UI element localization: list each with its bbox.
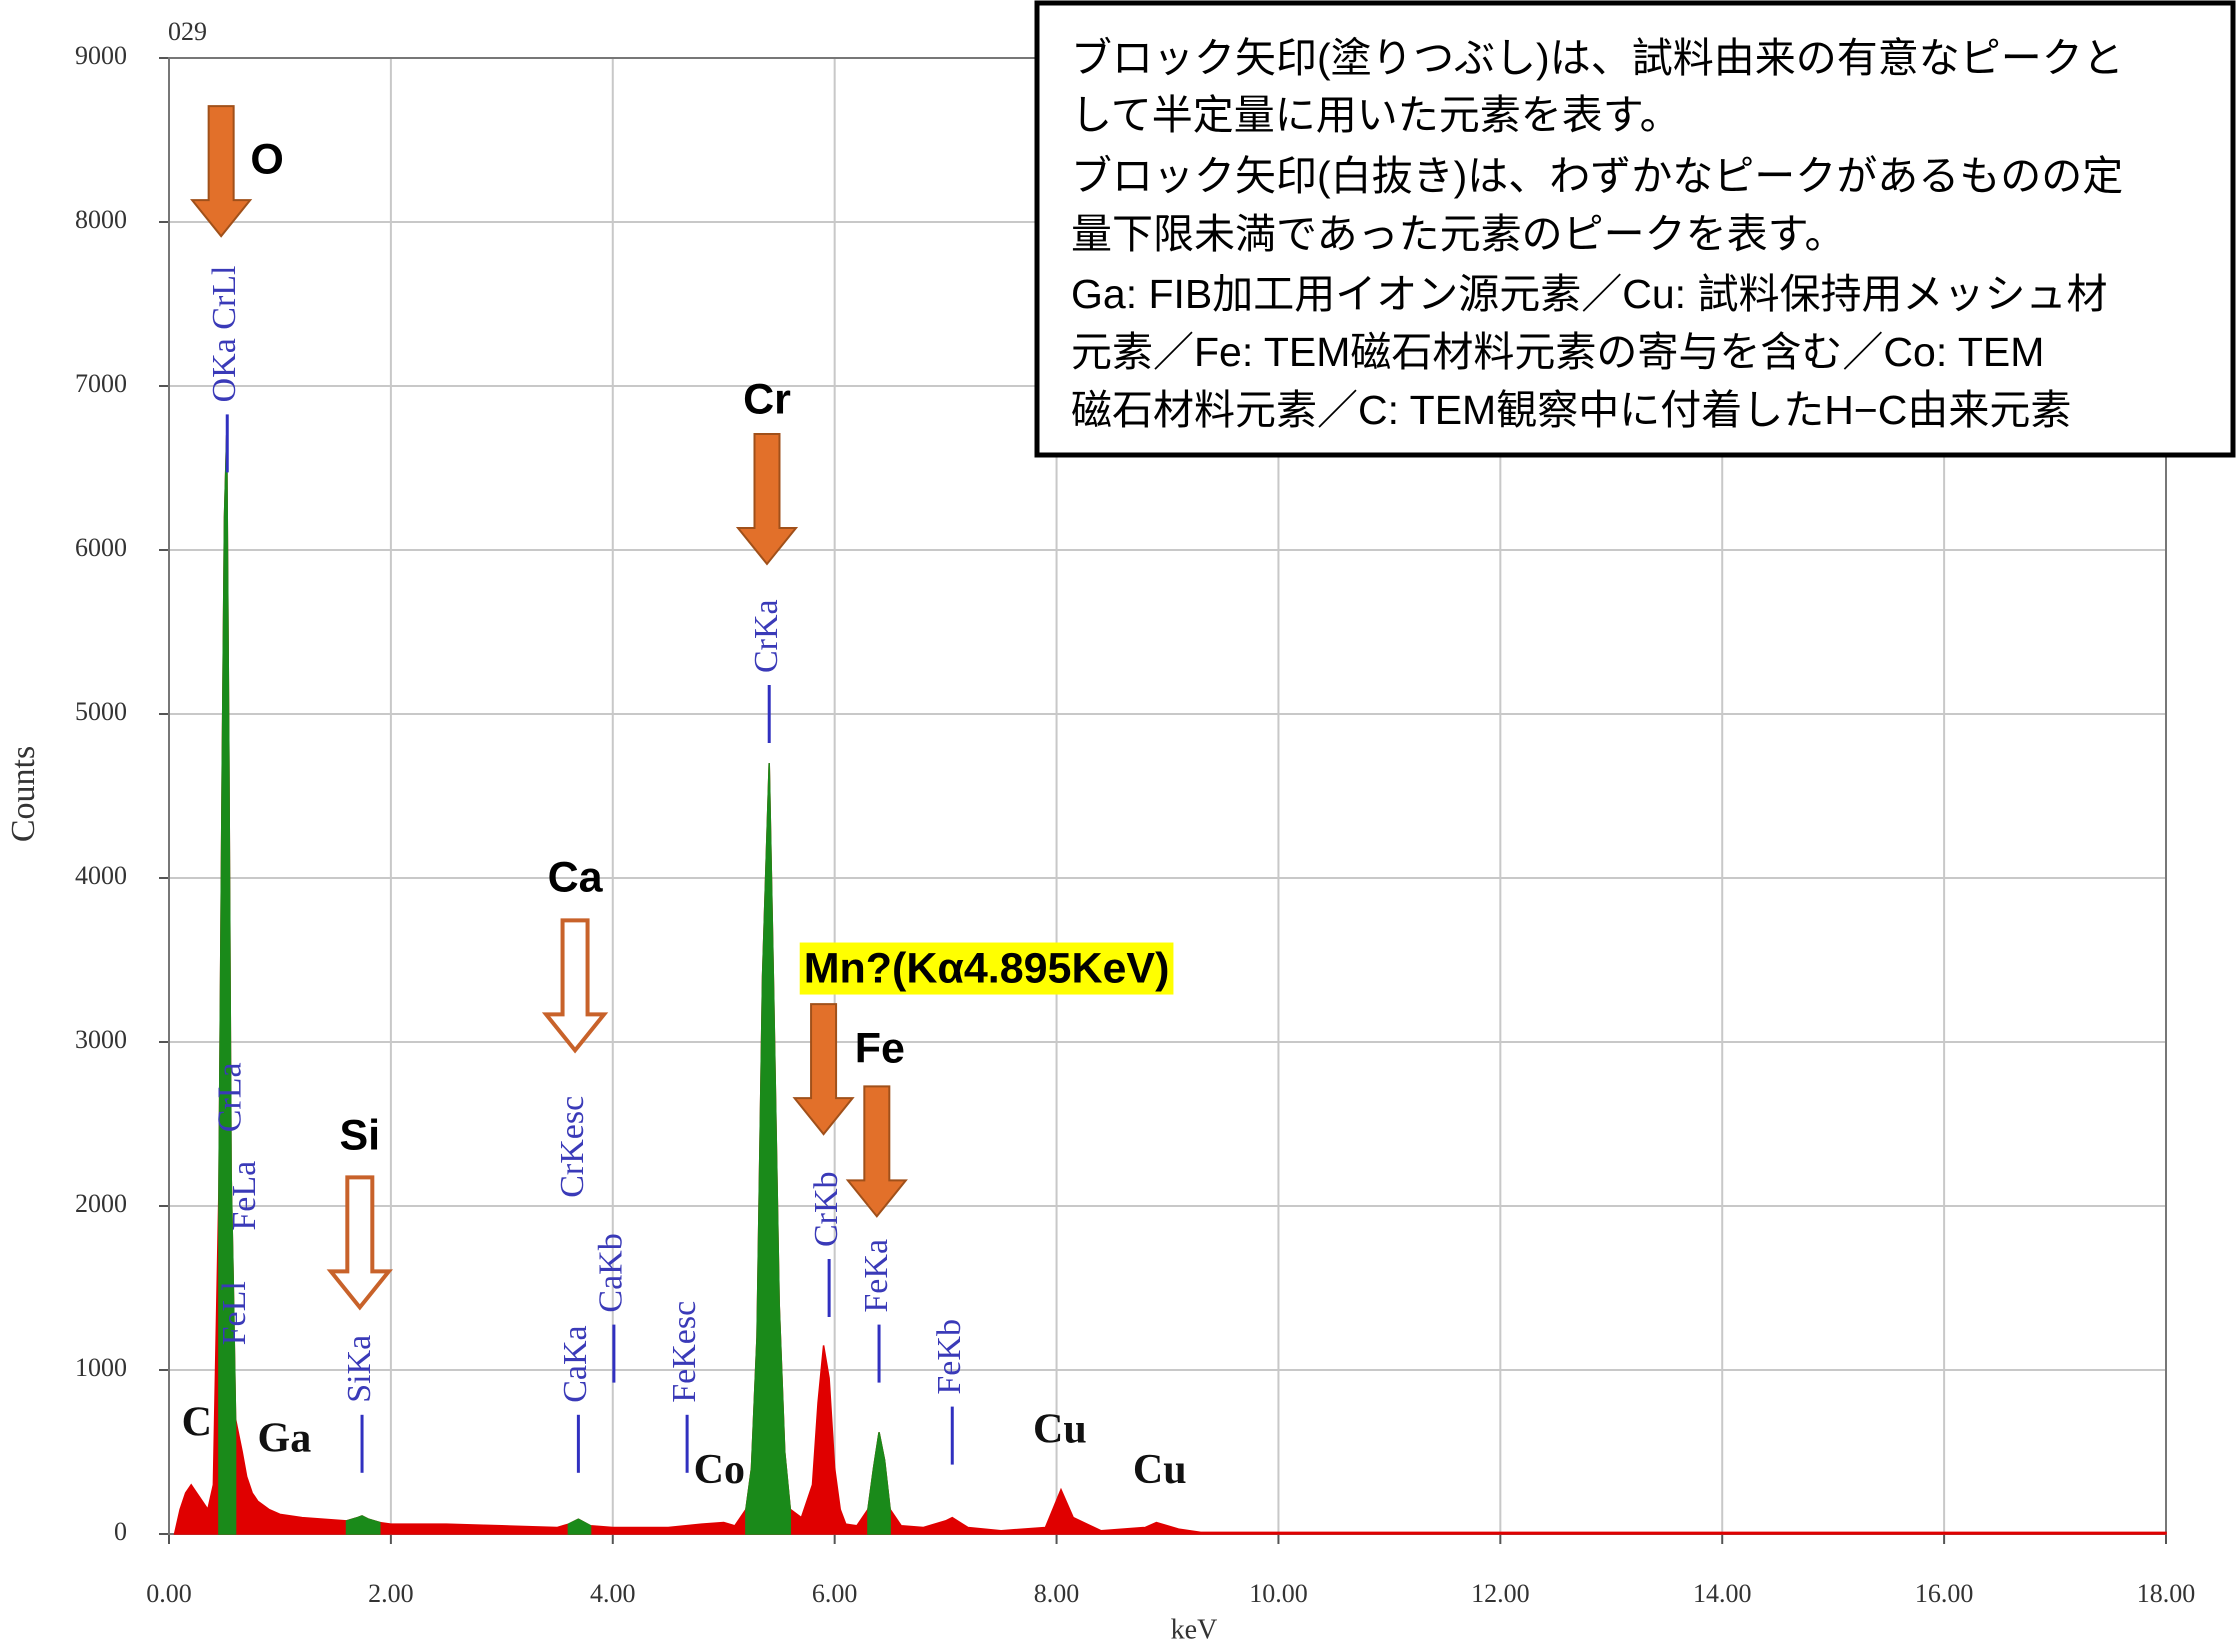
plot [173,435,2167,1535]
arrow-label: Ca [548,854,604,902]
y-tick-label: 7000 [75,369,127,398]
spectrum-area [218,435,237,1535]
arrow-filled [735,432,799,566]
spectrum-area [867,1432,891,1535]
y-tick-label: 9000 [75,41,127,70]
chart-title: 029 [168,17,207,46]
arrow-label: Mn?(Kα4.895KeV) [804,945,1170,993]
peak-label: CrLa [211,1062,248,1132]
note-box [1034,0,2236,458]
spectrum-area [567,1518,592,1535]
note-line: Ga: FIB加工用イオン源元素／Cu: 試料保持用メッシュ材 [1071,271,2107,317]
element-label: Cu [1133,1447,1187,1493]
arrow-label-group: Cr [743,375,791,423]
y-tick-label: 3000 [75,1025,127,1054]
peak-label: FeKb [931,1319,968,1395]
peak-label: CrKa [748,599,785,673]
x-tick-label: 8.00 [1034,1579,1080,1608]
x-tick-label: 12.00 [1471,1579,1530,1608]
x-tick-label: 6.00 [812,1579,858,1608]
arrow-label-group: Fe [855,1025,905,1073]
peak-label: FeKesc [666,1301,703,1403]
element-label: C [182,1399,212,1445]
arrow-label-group: Ca [548,854,604,902]
arrow-hollow [326,1175,394,1311]
note-line: ブロック矢印(白抜き)は、わずかなピークがあるものの定 [1071,153,2123,199]
peak-label: FeKa [858,1239,895,1313]
peak-label: FeLl [216,1281,253,1345]
peak-label: OKa CrLl [206,265,243,402]
note: ブロック矢印(塗りつぶし)は、試料由来の有意なピークとして半定量に用いた元素を表… [1071,35,2124,433]
peak-label: CrKesc [554,1096,591,1198]
element-label: Ga [258,1415,312,1461]
x-axis-label: keV [1171,1614,1218,1645]
note-line: して半定量に用いた元素を表す。 [1071,92,1681,138]
arrow-label: Fe [855,1025,905,1073]
arrow-filled [792,1003,855,1136]
note-line: 量下限未満であった元素のピークを表す。 [1071,211,1846,257]
y-tick-label: 6000 [75,533,127,562]
peak-label: CrKb [808,1171,845,1247]
label-highlight [799,942,1174,995]
annotations: OKa CrLl CrLa FeLl FeLa SiKa CrKesc CaKa CaKb Fe… [182,105,1187,1493]
peak-label: SiKa [341,1335,378,1403]
spectrum-area [745,763,792,1535]
y-axis-label: Counts [5,746,42,842]
x-tick-label: 4.00 [590,1579,636,1608]
peak-label: CaKa [557,1325,594,1402]
arrow-hollow [541,918,609,1054]
y-tick-label: 4000 [75,861,127,890]
arrow-label-group: Mn?(Kα4.895KeV) [799,942,1174,995]
y-tick-label: 5000 [75,697,127,726]
y-tick-label: 8000 [75,205,127,234]
x-tick-label: 14.00 [1693,1579,1752,1608]
peak-label: CaKb [593,1233,630,1312]
y-tick-label: 1000 [75,1353,127,1382]
arrow-label-group: Si [340,1112,381,1160]
arrow-label: Si [340,1112,381,1160]
y-tick-label: 0 [114,1517,127,1546]
note-line: 元素／Fe: TEM磁石材料元素の寄与を含む／Co: TEM [1071,329,2044,375]
note-line: ブロック矢印(塗りつぶし)は、試料由来の有意なピークと [1071,35,2124,81]
x-tick-label: 16.00 [1915,1579,1974,1608]
element-label: Cu [1033,1407,1087,1453]
x-tick-label: 0.00 [146,1579,192,1608]
x-tick-label: 10.00 [1249,1579,1308,1608]
arrow-filled [845,1085,908,1218]
x-tick-label: 2.00 [368,1579,414,1608]
spectrum-area [345,1515,381,1535]
arrow-filled [190,105,253,238]
arrow-label-group: O [250,135,283,183]
note-line: 磁石材料元素／C: TEM観察中に付着したH−C由来元素 [1071,387,2071,433]
x-tick-label: 18.00 [2137,1579,2196,1608]
element-label: Co [694,1447,745,1493]
arrow-label: Cr [743,375,791,423]
arrow-label: O [250,135,283,183]
peak-label: FeLa [226,1161,263,1231]
y-tick-label: 2000 [75,1189,127,1218]
